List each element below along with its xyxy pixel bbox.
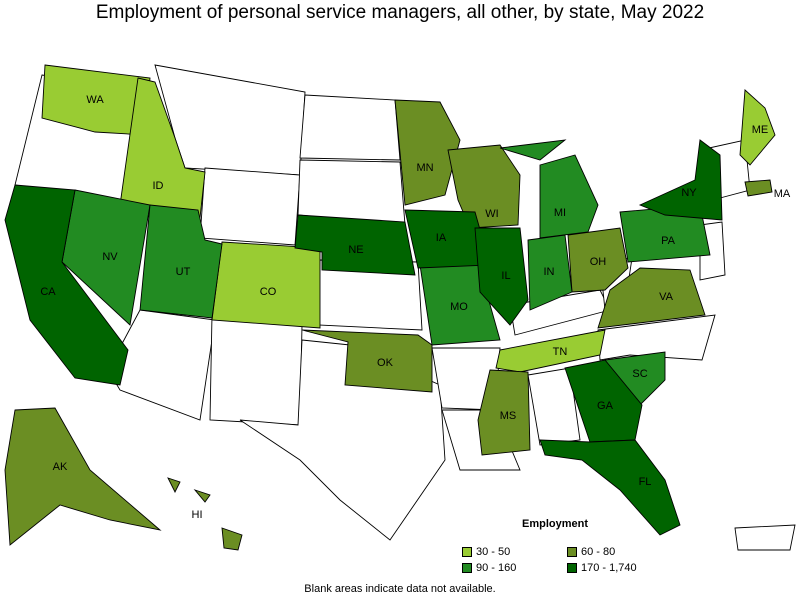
state-VA: [597, 267, 706, 329]
state-label-ME: ME: [752, 124, 769, 136]
state-OK: [301, 329, 433, 393]
state-label-WA: WA: [86, 94, 104, 106]
state-AL: [527, 367, 581, 446]
state-OH: [567, 227, 629, 293]
state-NY: [638, 139, 723, 221]
legend-item-bin-0: 30 - 50: [462, 546, 510, 558]
state-label-FL: FL: [639, 476, 652, 488]
state-ME: [739, 89, 776, 166]
state-MI: [499, 139, 599, 239]
state-label-OH: OH: [590, 256, 607, 268]
state-label-PA: PA: [661, 235, 676, 247]
state-FL: [539, 439, 681, 536]
state-WI: [447, 144, 521, 229]
state-WA: [41, 64, 151, 136]
legend-swatch: [462, 563, 472, 573]
state-label-OK: OK: [377, 357, 394, 369]
state-label-GA: GA: [597, 400, 614, 412]
legend-label: 170 - 1,740: [581, 562, 637, 574]
state-HI: [167, 477, 243, 551]
state-MA: [744, 179, 773, 197]
state-label-NY: NY: [681, 187, 697, 199]
state-label-MI: MI: [554, 207, 566, 219]
state-GA: [564, 359, 643, 443]
state-CA: [4, 184, 129, 386]
state-IN: [527, 234, 573, 311]
legend-swatch: [462, 547, 472, 557]
legend-label: 30 - 50: [476, 546, 511, 558]
state-label-HI: HI: [192, 509, 203, 521]
legend-title: Employment: [522, 518, 589, 530]
map-title: Employment of personal service managers,…: [95, 2, 705, 23]
footnote: Blank areas indicate data not available.: [304, 583, 496, 595]
state-label-SC: SC: [632, 368, 647, 380]
state-SD: [297, 159, 406, 226]
state-label-IN: IN: [544, 266, 555, 278]
state-MS: [477, 369, 531, 456]
state-label-MS: MS: [500, 410, 517, 422]
legend-item-bin-3: 170 - 1,740: [567, 562, 637, 574]
state-label-NE: NE: [348, 244, 363, 256]
state-label-TN: TN: [553, 346, 568, 358]
state-label-UT: UT: [176, 266, 191, 278]
legend-swatch: [567, 547, 577, 557]
state-NE: [294, 214, 416, 276]
state-label-ID: ID: [153, 180, 164, 192]
state-label-IA: IA: [436, 232, 447, 244]
state-label-MN: MN: [416, 162, 433, 174]
state-AK: [4, 407, 162, 546]
state-label-IL: IL: [501, 270, 510, 282]
legend-item-bin-2: 90 - 160: [462, 562, 516, 574]
state-WY: [199, 167, 301, 246]
legend-item-bin-1: 60 - 80: [567, 546, 615, 558]
state-label-WI: WI: [485, 208, 498, 220]
state-label-CO: CO: [260, 286, 277, 298]
state-label-MO: MO: [450, 301, 468, 313]
legend-label: 90 - 160: [476, 562, 517, 574]
legend-swatch: [567, 563, 577, 573]
legend-label: 60 - 80: [581, 546, 616, 558]
state-label-NV: NV: [102, 251, 118, 263]
state-label-VA: VA: [659, 291, 674, 303]
state-label-MA: MA: [774, 188, 791, 200]
state-label-CA: CA: [40, 286, 56, 298]
state-IL: [474, 227, 529, 326]
state-UT: [139, 204, 223, 319]
state-TN: [495, 329, 606, 373]
state-ND: [299, 94, 401, 161]
state-label-AK: AK: [53, 461, 68, 473]
state-PR: [734, 524, 796, 551]
state-NM: [209, 314, 303, 426]
